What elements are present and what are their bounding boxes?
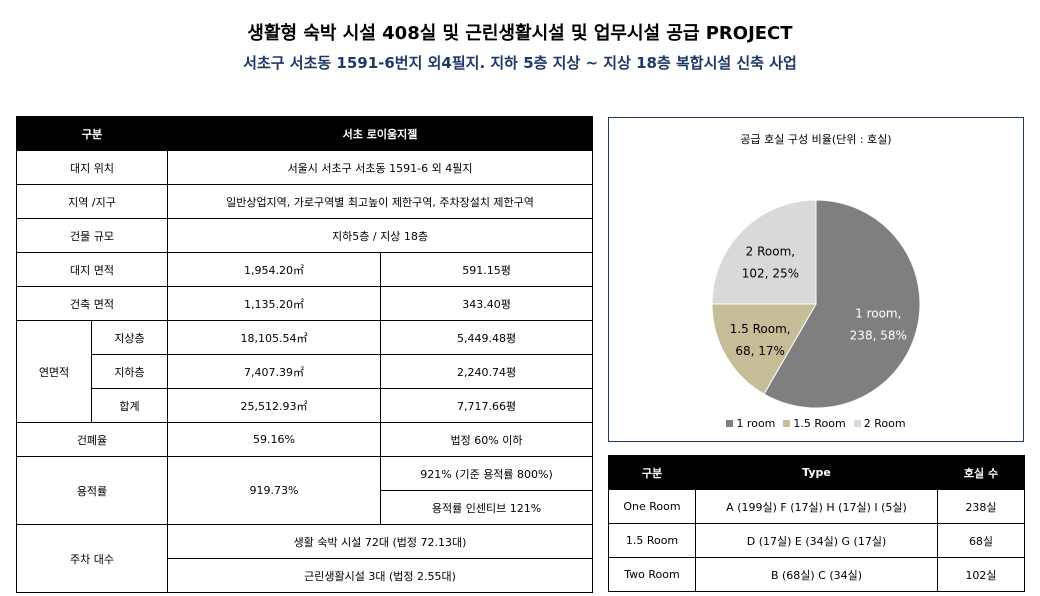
- legend-swatch: [783, 419, 791, 427]
- table-header-row: 구분 서초 로이움지젤: [16, 116, 594, 151]
- legend-label: 2 Room: [863, 417, 906, 430]
- pie-slice-2: [711, 303, 817, 395]
- row-label: 대지 위치: [16, 150, 168, 185]
- room-category: Two Room: [608, 557, 696, 592]
- room-type-table: 구분 Type 호실 수 One Room A (199실) F (17실) H…: [608, 455, 1025, 592]
- site-location-value: 서울시 서초구 서초동 1591-6 외 4필지: [166, 150, 594, 185]
- chart-title: 공급 호실 구성 비율(단위 : 호실): [740, 133, 892, 146]
- table-header-row: 구분 Type 호실 수: [608, 455, 1025, 490]
- total-pyeong: 7,717.66평: [379, 388, 594, 423]
- legend-label: 1.5 Room: [793, 417, 846, 430]
- table-row: 지역 /지구 일반상업지역, 가로구역별 최고높이 제한구역, 주차장설치 제한…: [16, 184, 594, 219]
- slice-label-value: 68, 17%: [735, 344, 785, 358]
- table-row: 지하층 7,407.39㎡ 2,240.74평: [17, 354, 594, 389]
- table-row: 건폐율 59.16% 법정 60% 이하: [16, 422, 594, 457]
- table-row: 연면적 지상층 18,105.54㎡ 5,449.48평: [16, 320, 594, 423]
- legend-swatch: [853, 419, 861, 427]
- slice-label-name: 1 room,: [855, 307, 901, 321]
- pie-slice-3: [711, 199, 817, 305]
- page-subtitle: 서초구 서초동 1591-6번지 외4필지. 지하 5층 지상 ~ 지상 18층…: [243, 54, 797, 72]
- total-sqm: 25,512.93㎡: [167, 388, 381, 423]
- floor-area-ratio-incentive: 용적률 인센티브 121%: [379, 490, 594, 525]
- legend-label: 1 room: [736, 417, 776, 430]
- header-project-name: 서초 로이움지젤: [166, 116, 594, 151]
- row-label: 건폐율: [16, 422, 168, 457]
- row-sublabel: 합계: [91, 388, 168, 423]
- slice-label-value: 238, 58%: [850, 329, 907, 343]
- room-types: A (199실) F (17실) H (17실) I (5실): [695, 489, 938, 524]
- gross-floor-area-label: 연면적: [16, 320, 92, 423]
- zoning-value: 일반상업지역, 가로구역별 최고높이 제한구역, 주차장설치 제한구역: [166, 184, 594, 219]
- table-row: 용적률 인센티브 121%: [17, 490, 594, 525]
- room-count: 68실: [937, 523, 1025, 558]
- parking-lodging: 생활 숙박 시설 72대 (법정 72.13대): [166, 524, 594, 559]
- legend-swatch: [726, 419, 734, 427]
- room-category: 1.5 Room: [608, 523, 696, 558]
- table-row: 대지 면적 1,954.20㎡ 591.15평: [16, 252, 594, 287]
- row-label: 지역 /지구: [16, 184, 168, 219]
- legend-item: 2 Room: [853, 417, 906, 430]
- page-title: 생활형 숙박 시설 408실 및 근린생활시설 및 업무시설 공급 PROJEC…: [247, 23, 793, 44]
- table-row: 1.5 Room D (17실) E (34실) G (17실) 68실: [608, 523, 1025, 558]
- header-type: Type: [695, 455, 938, 490]
- site-area-pyeong: 591.15평: [379, 252, 594, 287]
- building-area-pyeong: 343.40평: [379, 286, 594, 321]
- header-room-count: 호실 수: [937, 455, 1025, 490]
- table-row: 합계 25,512.93㎡ 7,717.66평: [17, 388, 594, 423]
- pie-slice-1: [763, 199, 921, 409]
- room-category: One Room: [608, 489, 696, 524]
- pie-chart-panel: 공급 호실 구성 비율(단위 : 호실) 1 room, 238, 58% 1.5 …: [608, 117, 1024, 442]
- row-sublabel: 지하층: [91, 354, 168, 389]
- header-category: 구분: [16, 116, 168, 151]
- table-row: Two Room B (68실) C (34실) 102실: [608, 557, 1025, 592]
- slice-label-value: 102, 25%: [742, 266, 799, 280]
- table-row: 건물 규모 지하5층 / 지상 18층: [16, 218, 594, 253]
- slice-label-name: 1.5 Room,: [730, 322, 791, 336]
- room-types: D (17실) E (34실) G (17실): [695, 523, 938, 558]
- site-area-sqm: 1,954.20㎡: [167, 252, 381, 287]
- row-label: 건축 면적: [16, 286, 168, 321]
- parking-retail: 근린생활시설 3대 (법정 2.55대): [166, 558, 594, 593]
- room-types: B (68실) C (34실): [695, 557, 938, 592]
- row-label: 주차 대수: [16, 524, 168, 593]
- row-sublabel: 지상층: [91, 320, 168, 355]
- project-info-table: 구분 서초 로이움지젤 대지 위치 서울시 서초구 서초동 1591-6 외 4…: [16, 116, 594, 593]
- row-label: 대지 면적: [16, 252, 168, 287]
- row-label: 건물 규모: [16, 218, 168, 253]
- coverage-ratio-value: 59.16%: [167, 422, 381, 457]
- floor-area-ratio-value: 919.73%: [167, 456, 381, 525]
- above-ground-pyeong: 5,449.48평: [379, 320, 594, 355]
- above-ground-sqm: 18,105.54㎡: [167, 320, 381, 355]
- room-count: 238실: [937, 489, 1025, 524]
- pie-chart: 1 room, 238, 58% 1.5 Room, 68, 17% 2 Room, 10…: [711, 199, 921, 409]
- below-ground-sqm: 7,407.39㎡: [167, 354, 381, 389]
- table-row: 주차 대수 생활 숙박 시설 72대 (법정 72.13대): [16, 524, 594, 593]
- slice-label-name: 2 Room,: [746, 244, 795, 258]
- table-row: 건축 면적 1,135.20㎡ 343.40평: [16, 286, 594, 321]
- chart-legend: 1 room 1.5 Room 2 Room: [609, 417, 1023, 430]
- floor-area-ratio-base: 921% (기준 용적률 800%): [379, 456, 594, 491]
- room-count: 102실: [937, 557, 1025, 592]
- legend-item: 1 room: [726, 417, 775, 430]
- table-row: 대지 위치 서울시 서초구 서초동 1591-6 외 4필지: [16, 150, 594, 185]
- header-category: 구분: [608, 455, 696, 490]
- building-area-sqm: 1,135.20㎡: [167, 286, 381, 321]
- below-ground-pyeong: 2,240.74평: [379, 354, 594, 389]
- row-label: 용적률: [16, 456, 168, 525]
- building-scale-value: 지하5층 / 지상 18층: [166, 218, 594, 253]
- table-row: 근린생활시설 3대 (법정 2.55대): [17, 558, 594, 593]
- legend-item: 1.5 Room: [783, 417, 846, 430]
- coverage-ratio-legal: 법정 60% 이하: [379, 422, 594, 457]
- table-row: 용적률 919.73% 921% (기준 용적률 800%): [16, 456, 594, 525]
- table-row: One Room A (199실) F (17실) H (17실) I (5실)…: [608, 489, 1025, 524]
